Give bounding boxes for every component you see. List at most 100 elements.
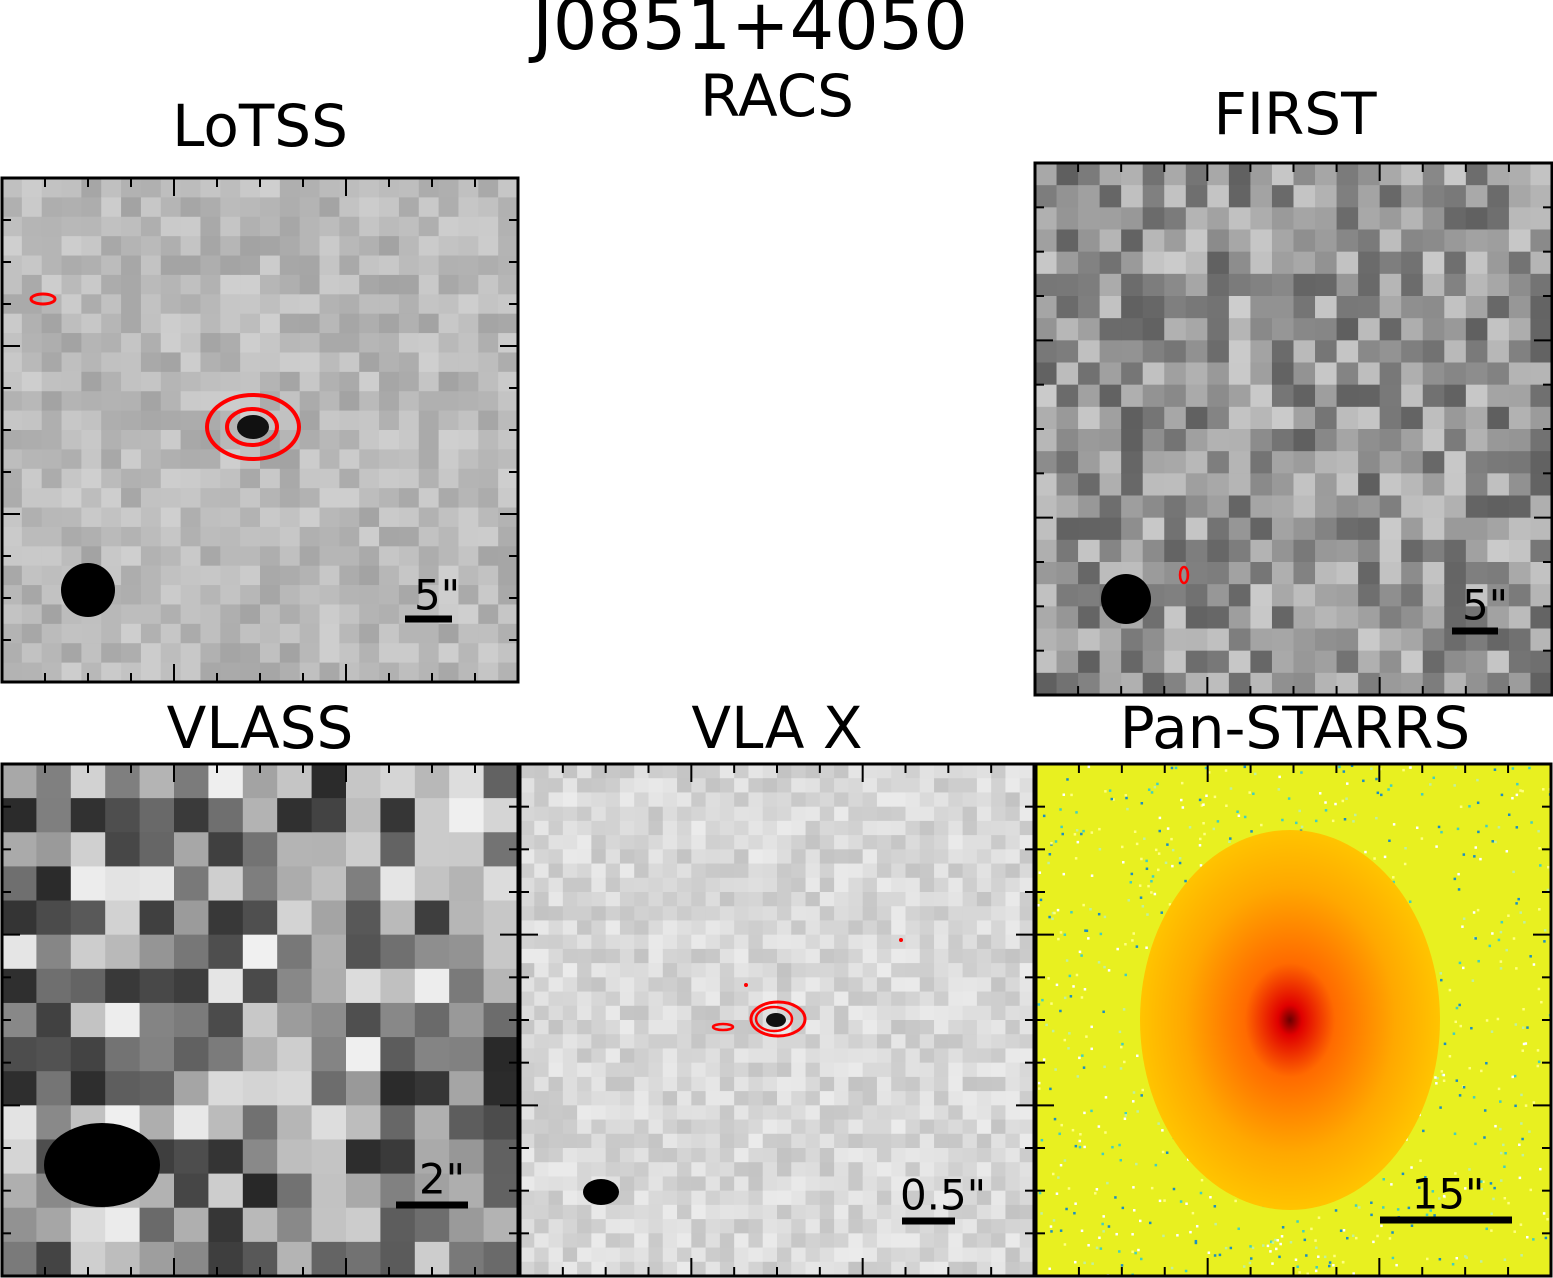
pixel	[81, 449, 102, 470]
pixel	[1354, 813, 1357, 817]
pixel	[1482, 1180, 1485, 1184]
pixel	[577, 1162, 592, 1178]
pixel	[1444, 473, 1467, 497]
beam	[61, 563, 115, 617]
pixel	[1121, 318, 1144, 341]
pixel	[791, 1233, 807, 1249]
pixel	[339, 410, 360, 431]
pixel	[1005, 1034, 1021, 1050]
pixel	[1407, 1206, 1411, 1210]
pixel	[805, 820, 821, 836]
pixel	[919, 849, 935, 865]
pixel	[1497, 1087, 1501, 1091]
pixel	[1250, 384, 1273, 408]
pixel	[991, 1162, 1007, 1178]
pixel	[976, 1261, 992, 1276]
pixel	[398, 507, 420, 528]
pixel	[200, 507, 221, 528]
pixel	[748, 792, 764, 808]
pixel	[1497, 826, 1501, 829]
pixel	[1358, 384, 1381, 408]
pixel	[319, 236, 340, 257]
pixel	[1271, 273, 1295, 297]
pixel	[1387, 788, 1390, 791]
pixel	[562, 1261, 578, 1276]
pixel	[81, 255, 102, 276]
pixel	[1508, 495, 1532, 519]
pixel	[160, 236, 182, 257]
pixel	[662, 1162, 678, 1178]
pixel	[180, 178, 202, 198]
pixel	[1487, 584, 1510, 607]
pixel	[359, 468, 380, 489]
pixel	[1056, 207, 1079, 231]
pixel	[1080, 1229, 1084, 1233]
pixel	[1274, 1238, 1277, 1242]
pixel	[1379, 429, 1402, 452]
pixel	[1087, 937, 1090, 940]
pixel	[1078, 517, 1101, 541]
pixel	[1444, 251, 1467, 275]
pixel	[962, 877, 978, 893]
pixel	[605, 1204, 621, 1220]
pixel	[311, 1207, 347, 1243]
pixel	[1121, 429, 1144, 452]
pixel	[1336, 672, 1359, 695]
pixel	[174, 1241, 209, 1276]
pixel	[662, 892, 678, 907]
pixel	[438, 526, 460, 547]
pixel	[1040, 1212, 1043, 1215]
pixel	[762, 1062, 778, 1078]
pixel	[1228, 185, 1252, 208]
pixel	[548, 1091, 564, 1106]
pixel	[180, 197, 202, 218]
pixel	[277, 764, 313, 799]
pixel	[1520, 1093, 1523, 1097]
pixel	[1508, 451, 1532, 474]
pixel	[734, 1176, 750, 1192]
pixel	[919, 863, 935, 879]
pixel	[991, 835, 1007, 850]
pixel	[1530, 273, 1552, 297]
pixel	[339, 236, 360, 257]
pixel	[1185, 340, 1208, 364]
pixel	[1051, 1029, 1055, 1033]
pixel	[1508, 672, 1532, 695]
pixel	[418, 178, 440, 198]
pixel	[1454, 766, 1457, 769]
pixel	[398, 197, 420, 218]
pixel	[520, 1233, 535, 1249]
pixel	[1271, 318, 1295, 341]
pixel	[648, 906, 664, 922]
pixel	[1164, 861, 1168, 865]
pixel	[319, 585, 340, 606]
pixel	[662, 1020, 678, 1035]
pixel	[498, 430, 518, 450]
pixel	[976, 1247, 992, 1263]
pixel	[534, 1133, 550, 1149]
pixel	[242, 968, 278, 1004]
pixel	[379, 274, 400, 295]
pixel	[1035, 229, 1058, 253]
pixel	[1131, 1250, 1134, 1254]
pixel	[791, 1219, 807, 1234]
pixel	[862, 920, 878, 936]
pixel	[634, 806, 650, 822]
pixel	[1332, 1264, 1335, 1267]
pixel	[691, 1020, 707, 1035]
pixel	[70, 832, 106, 867]
pixel	[748, 1076, 764, 1092]
pixel	[991, 991, 1007, 1007]
pixel	[398, 274, 420, 295]
pixel	[1479, 857, 1482, 861]
pixel	[240, 274, 261, 295]
pixel	[1035, 473, 1058, 497]
pixel	[791, 977, 807, 993]
pixel	[1225, 804, 1228, 807]
pixel	[1271, 672, 1295, 695]
pixel	[662, 835, 678, 850]
pixel	[1121, 384, 1144, 408]
pixel	[380, 866, 416, 902]
pixel	[200, 662, 221, 682]
pixel	[380, 1139, 416, 1175]
